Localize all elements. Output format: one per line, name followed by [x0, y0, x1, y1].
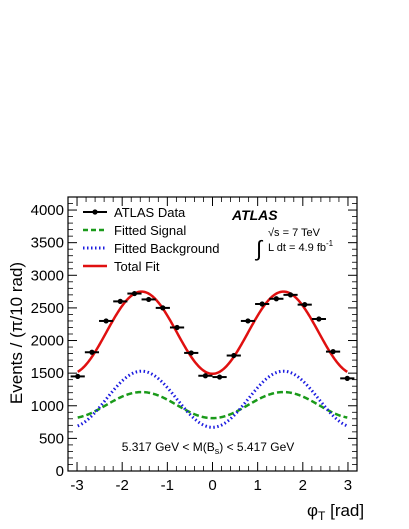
data-point	[202, 373, 209, 379]
legend-data-marker	[92, 209, 98, 215]
legend-label-data: ATLAS Data	[114, 205, 186, 220]
data-point	[117, 298, 123, 304]
mass-window-subscript: s	[215, 446, 220, 456]
data-point	[188, 350, 194, 356]
data-point	[89, 349, 95, 355]
data-points	[70, 290, 355, 381]
data-point	[174, 324, 180, 331]
y-tick-label: 3000	[31, 267, 64, 284]
x-axis-label-unit: [rad]	[325, 501, 364, 520]
legend-label-background: Fitted Background	[114, 241, 220, 256]
data-point	[287, 292, 294, 298]
lumi-label-exponent: -1	[326, 239, 334, 248]
data-point	[302, 302, 308, 308]
x-tick-label: 0	[208, 477, 216, 494]
mass-window-main: 5.317 GeV < M(B	[122, 440, 215, 454]
data-point	[316, 316, 322, 322]
integral-sign: ∫	[254, 236, 264, 261]
atlas-label: ATLAS	[231, 207, 278, 223]
y-tick-label: 3500	[31, 235, 64, 252]
x-tick-label: -1	[161, 477, 174, 494]
lumi-label: L dt = 4.9 fb-1	[268, 239, 334, 254]
data-point	[330, 349, 336, 355]
x-axis-label-symbol: φ	[307, 501, 318, 520]
y-tick-label: 2000	[31, 333, 64, 350]
x-axis-label-subscript: T	[318, 509, 326, 523]
data-point	[160, 305, 166, 311]
x-axis-label: φT [rad]	[307, 501, 364, 523]
x-tick-label: 1	[253, 477, 261, 494]
y-axis: 0 500 1000 1500 2000 2500 3000 3500 4000	[31, 196, 357, 480]
data-point	[231, 352, 237, 359]
x-tick-label: 2	[299, 477, 307, 494]
lumi-label-main: L dt = 4.9 fb	[268, 242, 326, 254]
legend-label-signal: Fitted Signal	[114, 223, 186, 238]
legend-label-total: Total Fit	[114, 259, 160, 274]
x-axis: -3 -2 -1 0 1 2 3	[67, 197, 358, 494]
signal-fit-curve	[77, 390, 348, 420]
y-tick-label: 4000	[31, 202, 64, 219]
data-point	[273, 296, 279, 302]
y-tick-label: 2500	[31, 300, 64, 317]
y-tick-label: 0	[56, 463, 64, 480]
data-point	[344, 375, 350, 381]
legend: ATLAS Data Fitted Signal Fitted Backgrou…	[83, 205, 220, 274]
background-fit-curve	[77, 369, 348, 429]
data-point	[216, 374, 223, 380]
x-tick-label: -3	[70, 477, 83, 494]
data-point	[245, 318, 251, 324]
data-point	[131, 290, 138, 297]
data-point	[146, 296, 152, 303]
data-point	[103, 318, 109, 324]
mass-window-end: ) < 5.417 GeV	[219, 440, 294, 454]
data-point	[75, 373, 81, 380]
x-tick-label: 3	[344, 477, 352, 494]
mass-window-label: 5.317 GeV < M(Bs) < 5.417 GeV	[122, 440, 295, 456]
data-point	[259, 301, 265, 307]
y-tick-label: 1500	[31, 365, 64, 382]
y-tick-label: 1000	[31, 398, 64, 415]
y-axis-label: Events / (π/10 rad)	[7, 262, 26, 404]
y-tick-label: 500	[39, 430, 64, 447]
energy-label: √s = 7 TeV	[268, 227, 321, 239]
fit-curves	[77, 290, 348, 429]
x-tick-label: -2	[116, 477, 129, 494]
